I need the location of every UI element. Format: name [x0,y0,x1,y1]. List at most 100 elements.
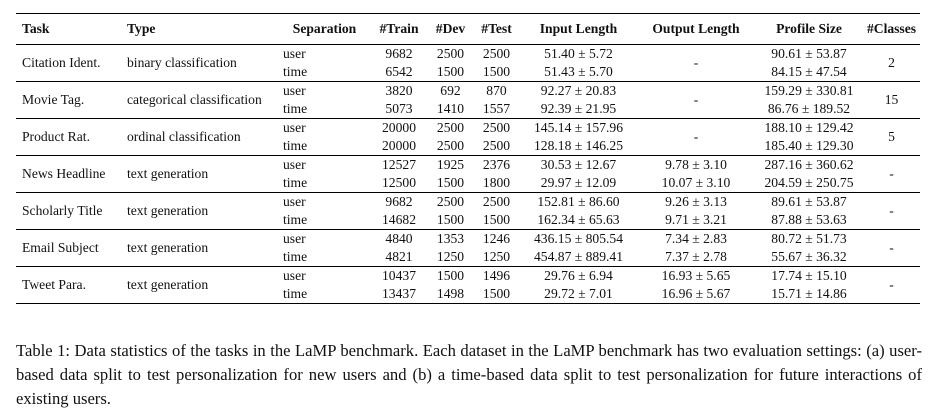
task-name-cell: Movie Tag. [22,92,85,107]
task-type-cell: ordinal classification [127,129,241,144]
dev-count-cell: 1500 [436,64,465,79]
task-type-cell: categorical classification [127,92,262,107]
separation-cell: user [283,120,306,135]
table-row: time 5073 1410 1557 92.39 ± 21.95 86.76 ± 189… [16,100,920,119]
dev-count-cell: 1500 [436,212,465,227]
header-dev: #Dev [435,21,466,36]
task-type-cell: text generation [127,203,209,218]
header-train: #Train [379,21,419,36]
test-count-cell: 1500 [482,286,511,301]
task-name-cell: Tweet Para. [22,277,86,292]
dev-count-cell: 1353 [436,231,465,246]
test-count-cell: 2500 [482,120,511,135]
profile-size-cell: 159.29 ± 330.81 [764,83,854,98]
dev-count-cell: 2500 [436,194,465,209]
separation-cell: user [283,194,306,209]
dev-count-cell: 1500 [436,268,465,283]
test-count-cell: 1246 [482,231,511,246]
dev-count-cell: 1500 [436,175,465,190]
profile-size-cell: 188.10 ± 129.42 [764,120,854,135]
dev-count-cell: 692 [440,83,461,98]
separation-cell: time [283,175,308,190]
input-length-cell: 29.97 ± 12.09 [540,175,617,190]
task-name-cell: Citation Ident. [22,55,101,70]
header-classes: #Classes [866,21,917,36]
test-count-cell: 1250 [482,249,511,264]
train-count-cell: 9682 [385,46,413,61]
table-body: Citation Ident. binary classification user… [16,45,920,304]
output-length-cell: 9.78 ± 3.10 [665,157,727,172]
train-count-cell: 4840 [385,231,413,246]
output-length-cell: - [693,55,699,70]
table-row: time 6542 1500 1500 51.43 ± 5.70 84.15 ± 47.5… [16,63,920,82]
separation-cell: user [283,83,306,98]
train-count-cell: 4821 [385,249,413,264]
input-length-cell: 92.39 ± 21.95 [540,101,617,116]
input-length-cell: 92.27 ± 20.83 [540,83,617,98]
train-count-cell: 14682 [382,212,416,227]
table-row: News Headline text generation user 12527 192… [16,156,920,181]
profile-size-cell: 86.76 ± 189.52 [767,101,851,116]
train-count-cell: 12527 [382,157,416,172]
input-length-cell: 29.76 ± 6.94 [544,268,613,283]
profile-size-cell: 185.40 ± 129.30 [764,138,854,153]
train-count-cell: 9682 [385,194,413,209]
test-count-cell: 2376 [482,157,511,172]
test-count-cell: 1557 [482,101,511,116]
task-type-cell: binary classification [127,55,237,70]
separation-cell: time [283,212,308,227]
test-count-cell: 1800 [482,175,511,190]
test-count-cell: 2500 [482,138,511,153]
output-length-cell: 16.93 ± 5.65 [661,268,731,283]
separation-cell: user [283,46,306,61]
classes-cell: - [889,240,894,255]
separation-cell: user [283,157,306,172]
header-task: Task [22,21,50,36]
table-row: time 20000 2500 2500 128.18 ± 146.25 185.40 ±… [16,137,920,156]
table-row: time 12500 1500 1800 29.97 ± 12.09 10.07 ± 3.… [16,174,920,193]
profile-size-cell: 204.59 ± 250.75 [764,175,854,190]
test-count-cell: 2500 [482,46,511,61]
output-length-cell: 9.71 ± 3.21 [665,212,727,227]
task-name-cell: Scholarly Title [22,203,103,218]
test-count-cell: 1496 [482,268,511,283]
table-row: Scholarly Title text generation user 9682 25… [16,193,920,218]
separation-cell: time [283,138,308,153]
task-name-cell: News Headline [22,166,106,181]
classes-cell: - [889,166,894,181]
table-row: Tweet Para. text generation user 10437 1500 1… [16,267,920,292]
separation-cell: user [283,268,306,283]
dev-count-cell: 1410 [436,101,465,116]
dev-count-cell: 1925 [436,157,465,172]
separation-cell: time [283,64,308,79]
classes-cell: 15 [884,92,899,107]
output-length-cell: - [693,129,699,144]
table-row: Movie Tag. categorical classification user… [16,82,920,107]
input-length-cell: 454.87 ± 889.41 [533,249,624,264]
header-type: Type [127,21,156,36]
profile-size-cell: 15.71 ± 14.86 [771,286,847,301]
profile-size-cell: 55.67 ± 36.32 [771,249,847,264]
dev-count-cell: 1498 [436,286,465,301]
test-count-cell: 1500 [482,64,511,79]
table-row: time 4821 1250 1250 454.87 ± 889.41 7.37 ± 2.… [16,248,920,267]
header-separation: Separation [292,21,357,36]
profile-size-cell: 87.88 ± 53.63 [771,212,847,227]
task-name-cell: Email Subject [22,240,99,255]
input-length-cell: 51.40 ± 5.72 [544,46,613,61]
input-length-cell: 436.15 ± 805.54 [533,231,624,246]
input-length-cell: 30.53 ± 12.67 [540,157,617,172]
separation-cell: time [283,286,308,301]
profile-size-cell: 90.61 ± 53.87 [771,46,847,61]
profile-size-cell: 80.72 ± 51.73 [771,231,847,246]
dev-count-cell: 2500 [436,138,465,153]
input-length-cell: 51.43 ± 5.70 [544,64,613,79]
profile-size-cell: 17.74 ± 15.10 [771,268,847,283]
dev-count-cell: 2500 [436,46,465,61]
table-row: Citation Ident. binary classification user… [16,45,920,70]
output-length-cell: 10.07 ± 3.10 [661,175,731,190]
profile-size-cell: 84.15 ± 47.54 [771,64,847,79]
task-type-cell: text generation [127,277,209,292]
table-header: Task Type Separation #Train #Dev #Test I… [16,13,920,45]
table-row: time 14682 1500 1500 162.34 ± 65.63 9.71 ± 3.… [16,211,920,230]
